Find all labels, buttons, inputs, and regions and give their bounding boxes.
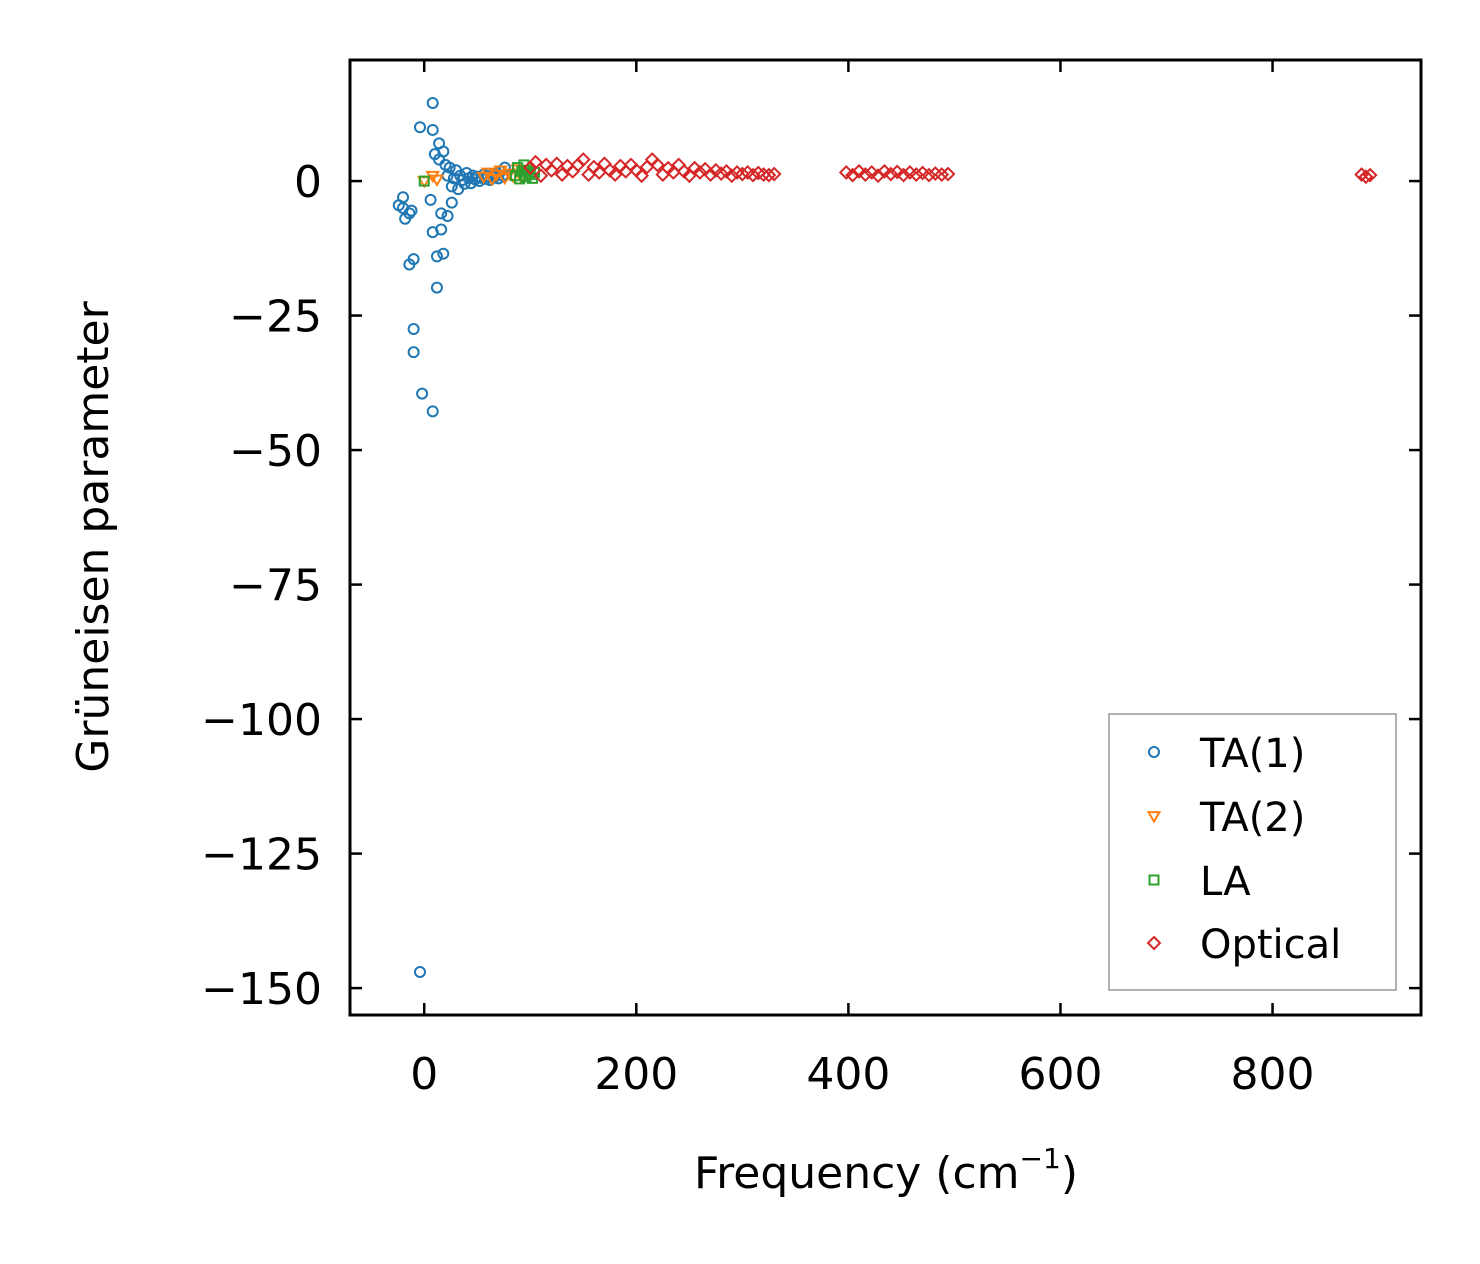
data-point bbox=[889, 164, 905, 180]
legend-entry: TA(2) bbox=[1146, 795, 1305, 841]
data-point bbox=[864, 165, 880, 180]
data-point bbox=[650, 157, 665, 173]
data-point bbox=[484, 174, 500, 187]
legend-entries: TA(1) TA(2) LA Optical bbox=[1146, 731, 1341, 968]
data-point bbox=[634, 168, 650, 184]
ticks-layer: 0 200 400 600 800 0 −25 −50 −75 −100 −125 −150 bbox=[201, 60, 1421, 1100]
data-point bbox=[426, 123, 439, 136]
data-point bbox=[575, 152, 591, 167]
legend-marker bbox=[1148, 874, 1160, 886]
x-tick-label: 0 bbox=[410, 1049, 438, 1100]
data-point bbox=[734, 166, 750, 182]
data-point bbox=[429, 174, 445, 187]
data-point bbox=[441, 210, 454, 223]
data-point bbox=[435, 223, 448, 236]
data-point bbox=[703, 167, 718, 183]
x-tick-label: 800 bbox=[1231, 1049, 1315, 1100]
data-point bbox=[397, 191, 410, 204]
legend-box bbox=[1108, 713, 1397, 991]
data-point bbox=[447, 172, 460, 185]
legend-marker bbox=[1146, 811, 1162, 824]
data-point bbox=[407, 346, 420, 359]
legend-marker bbox=[1146, 935, 1162, 951]
data-point bbox=[549, 156, 565, 172]
data-point bbox=[445, 180, 458, 193]
data-point bbox=[845, 167, 861, 183]
x-tick-label: 200 bbox=[594, 1049, 678, 1100]
legend-label: LA bbox=[1200, 859, 1251, 905]
data-point bbox=[1362, 167, 1378, 183]
data-point bbox=[407, 323, 420, 336]
y-tick-label: −125 bbox=[201, 830, 322, 881]
data-point bbox=[692, 165, 708, 180]
x-axis-label: Frequency (cm−1) bbox=[694, 1142, 1078, 1199]
data-point bbox=[607, 167, 623, 183]
data-layer bbox=[392, 97, 1378, 978]
data-point bbox=[413, 965, 426, 978]
x-axis-label-superscript: −1 bbox=[1020, 1142, 1061, 1175]
legend-entry: Optical bbox=[1146, 922, 1341, 968]
data-point bbox=[934, 167, 950, 183]
x-tick-label: 600 bbox=[1018, 1049, 1102, 1100]
data-point bbox=[426, 97, 439, 110]
data-point bbox=[528, 154, 543, 170]
x-tick-label: 400 bbox=[806, 1049, 890, 1100]
data-point bbox=[435, 207, 448, 220]
legend-entry: TA(1) bbox=[1148, 731, 1305, 777]
data-point bbox=[940, 166, 956, 182]
legend-label: TA(2) bbox=[1199, 795, 1305, 841]
data-point bbox=[761, 167, 777, 183]
data-point bbox=[533, 168, 549, 184]
data-point bbox=[497, 172, 513, 186]
data-point bbox=[437, 145, 450, 158]
data-point bbox=[426, 405, 439, 418]
data-point bbox=[745, 167, 761, 183]
data-point bbox=[437, 247, 450, 260]
data-point bbox=[883, 166, 899, 182]
data-point bbox=[908, 167, 924, 183]
data-point bbox=[418, 175, 430, 187]
legend: TA(1) TA(2) LA Optical bbox=[1108, 713, 1397, 991]
legend-label: Optical bbox=[1200, 922, 1341, 968]
y-tick-label: −50 bbox=[229, 426, 322, 477]
legend-entry: LA bbox=[1148, 859, 1251, 905]
data-point bbox=[416, 387, 429, 400]
data-point bbox=[921, 167, 937, 183]
data-point bbox=[554, 167, 570, 183]
data-point bbox=[460, 166, 473, 179]
legend-marker bbox=[1148, 746, 1160, 758]
legend-label: TA(1) bbox=[1199, 731, 1305, 777]
y-axis-label: Grüneisen parameter bbox=[68, 300, 119, 772]
y-tick-label: −100 bbox=[201, 695, 322, 746]
data-point bbox=[413, 121, 426, 134]
data-point bbox=[713, 166, 729, 181]
plot-frame bbox=[348, 58, 1423, 1017]
data-point bbox=[476, 171, 491, 185]
data-point bbox=[857, 167, 873, 183]
data-point bbox=[443, 161, 456, 174]
y-tick-label: −150 bbox=[201, 964, 322, 1015]
data-point bbox=[480, 167, 496, 180]
data-point bbox=[424, 193, 437, 206]
data-point bbox=[430, 281, 443, 294]
data-point bbox=[851, 163, 867, 179]
data-point bbox=[756, 167, 771, 183]
data-point bbox=[407, 253, 420, 266]
data-point bbox=[896, 167, 911, 183]
data-point bbox=[1358, 169, 1374, 185]
data-point bbox=[766, 166, 782, 182]
data-point bbox=[514, 173, 526, 185]
x-axis-label-end: ) bbox=[1061, 1148, 1078, 1199]
y-tick-label: 0 bbox=[294, 157, 322, 208]
y-tick-label: −25 bbox=[229, 292, 322, 343]
data-point bbox=[430, 250, 443, 263]
x-axis-label-main: Frequency (cm bbox=[694, 1148, 1020, 1199]
series-optical bbox=[522, 152, 1378, 185]
y-tick-label: −75 bbox=[229, 561, 322, 612]
data-point bbox=[445, 196, 458, 209]
